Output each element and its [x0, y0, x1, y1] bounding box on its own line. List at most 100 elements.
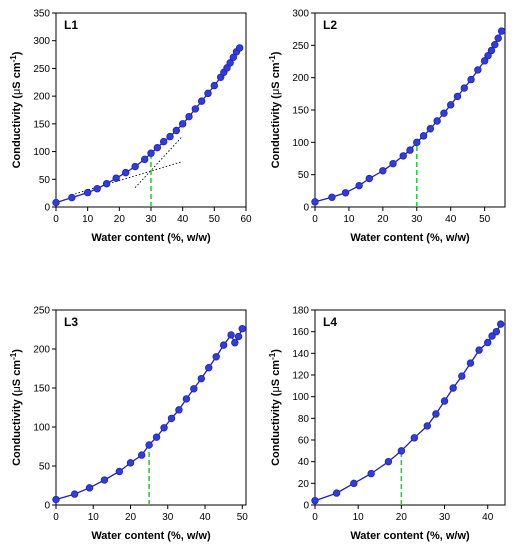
data-point	[328, 193, 336, 201]
x-tick-label: 40	[177, 214, 189, 225]
y-axis-title-part: )	[270, 349, 282, 353]
data-point	[460, 84, 468, 92]
y-tick-label: 50	[39, 462, 51, 473]
data-point	[311, 198, 319, 206]
y-tick-label: 350	[33, 9, 50, 20]
data-point	[491, 40, 499, 49]
x-tick-label: 50	[237, 512, 249, 523]
y-axis-title-part: -1	[9, 55, 18, 63]
data-point	[190, 385, 198, 393]
data-point	[440, 109, 448, 117]
data-point	[229, 53, 238, 62]
data-point	[475, 346, 483, 354]
data-point	[137, 451, 146, 459]
data-point	[231, 339, 239, 347]
y-axis-title-part: S cm	[270, 360, 282, 387]
x-tick-label: 10	[88, 512, 100, 523]
data-point	[488, 332, 496, 340]
x-tick-label: 30	[162, 512, 174, 523]
y-axis-title-part: -1	[268, 55, 277, 63]
data-point	[153, 143, 162, 152]
data-point	[497, 27, 506, 35]
data-point	[210, 81, 219, 90]
x-tick-label: 50	[479, 214, 491, 225]
x-tick-label: 40	[199, 512, 211, 523]
data-point	[449, 384, 457, 392]
data-point	[234, 332, 243, 341]
y-tick-label: 150	[33, 119, 50, 130]
data-point	[453, 92, 462, 101]
y-tick-label: 80	[298, 414, 310, 425]
data-point	[350, 479, 358, 488]
data-point	[166, 132, 174, 141]
y-axis-title: Conductivity (μS cm-1)	[268, 51, 283, 168]
data-point	[126, 459, 135, 467]
y-axis-title: Conductivity (μS cm-1)	[9, 51, 24, 168]
data-point	[70, 490, 79, 498]
y-tick-label: 0	[44, 501, 50, 512]
data-point	[182, 395, 191, 403]
y-tick-label: 250	[33, 306, 50, 317]
y-tick-label: 100	[292, 138, 309, 149]
y-axis-title-part: Conductivity (	[270, 392, 282, 466]
data-point	[426, 125, 435, 133]
series-line	[314, 30, 503, 203]
data-point	[423, 422, 431, 430]
data-point	[480, 57, 489, 65]
data-point	[204, 89, 212, 98]
data-point	[115, 467, 124, 476]
x-tick-label: 10	[82, 214, 94, 225]
y-tick-label: 40	[298, 457, 310, 468]
data-point	[172, 126, 181, 135]
data-point	[458, 372, 466, 380]
data-point	[474, 66, 482, 74]
x-tick-label: 30	[145, 214, 157, 225]
y-axis-title-part: μ	[11, 89, 23, 95]
panel-label: L3	[64, 315, 78, 329]
panel-label: L4	[323, 315, 337, 329]
chart-panel-l2: 0 10 20 30 40 50 0 50 100 150 200 250 300 Water conte…	[268, 9, 506, 244]
data-point	[167, 414, 176, 423]
data-point	[494, 34, 502, 42]
data-point	[52, 198, 60, 207]
data-point	[311, 496, 319, 505]
data-point	[159, 137, 168, 146]
data-point	[121, 168, 130, 177]
data-point	[419, 132, 428, 140]
x-tick-label: 30	[439, 512, 451, 523]
data-point	[487, 46, 496, 55]
y-tick-label: 100	[33, 147, 50, 158]
data-point	[85, 484, 94, 492]
y-axis-title-part: )	[11, 349, 23, 353]
y-axis-title: Conductivity (μS cm-1)	[268, 349, 283, 466]
y-axis-title-part: μ	[270, 89, 282, 95]
y-tick-label: 150	[292, 106, 309, 117]
data-point	[100, 476, 109, 484]
y-axis-title-part: -1	[268, 352, 277, 360]
y-tick-label: 120	[292, 371, 309, 382]
y-tick-label: 100	[292, 392, 309, 403]
y-axis-title-part: Conductivity (	[11, 95, 23, 169]
x-tick-label: 20	[125, 512, 137, 523]
x-tick-label: 30	[411, 214, 423, 225]
data-point	[384, 457, 393, 466]
data-point	[152, 433, 161, 441]
x-tick-label: 0	[53, 214, 59, 225]
y-tick-label: 250	[33, 64, 50, 75]
data-point	[52, 495, 60, 504]
data-point	[212, 353, 220, 361]
x-tick-label: 0	[312, 512, 318, 523]
data-point	[447, 101, 455, 109]
y-axis-title-part: S cm	[270, 62, 282, 89]
x-tick-label: 40	[482, 512, 494, 523]
data-point	[467, 75, 475, 84]
data-point	[93, 185, 101, 193]
data-point	[178, 120, 187, 128]
y-axis-title: Conductivity (μS cm-1)	[9, 349, 24, 466]
x-tick-label: 20	[396, 512, 408, 523]
data-point	[185, 112, 193, 121]
panel-label: L2	[323, 18, 337, 32]
data-point	[197, 97, 206, 105]
data-point	[440, 397, 449, 405]
